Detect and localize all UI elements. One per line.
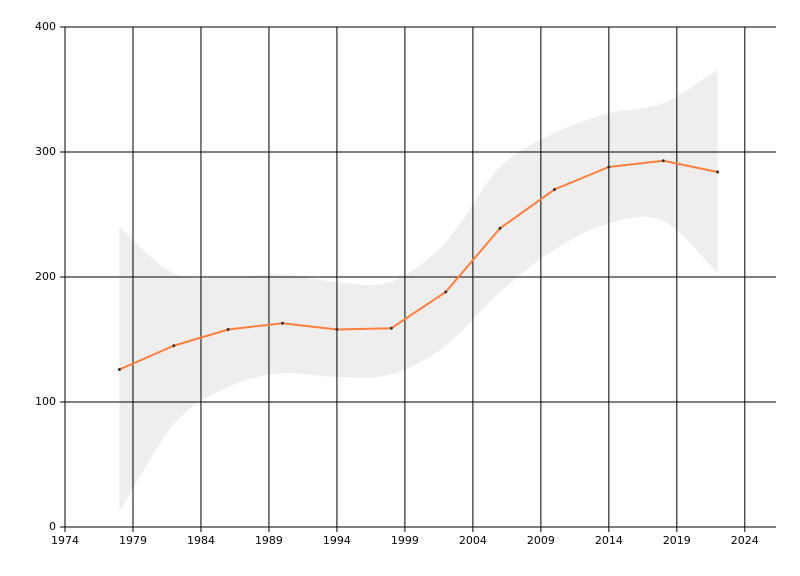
x-tick-label: 1979 bbox=[119, 534, 147, 547]
point bbox=[117, 368, 121, 371]
point bbox=[607, 165, 611, 169]
x-tick-label: 2019 bbox=[663, 534, 691, 547]
y-tick-label: 100 bbox=[35, 395, 56, 408]
x-tick-label: 1974 bbox=[51, 534, 79, 547]
y-tick-label: 0 bbox=[49, 520, 56, 533]
x-tick-label: 1999 bbox=[391, 534, 419, 547]
x-tick-label: 1984 bbox=[187, 534, 215, 547]
point bbox=[226, 328, 230, 331]
x-tick-label: 2024 bbox=[731, 534, 759, 547]
point bbox=[281, 321, 285, 325]
x-tick-label: 2004 bbox=[459, 534, 487, 547]
point bbox=[498, 226, 502, 230]
point bbox=[661, 159, 665, 163]
point bbox=[389, 326, 393, 330]
y-tick-label: 300 bbox=[35, 145, 56, 158]
y-tick-label: 200 bbox=[35, 270, 56, 283]
x-tick-label: 1994 bbox=[323, 534, 351, 547]
point bbox=[552, 188, 556, 191]
y-tick-label: 400 bbox=[35, 20, 56, 33]
x-tick-label: 1989 bbox=[255, 534, 283, 547]
x-tick-label: 2014 bbox=[595, 534, 623, 547]
point bbox=[444, 290, 448, 294]
point bbox=[716, 170, 720, 174]
point bbox=[335, 328, 339, 331]
point bbox=[172, 344, 176, 348]
confidence-band bbox=[119, 69, 718, 512]
line bbox=[118, 159, 718, 371]
x-tick-label: 2009 bbox=[527, 534, 555, 547]
